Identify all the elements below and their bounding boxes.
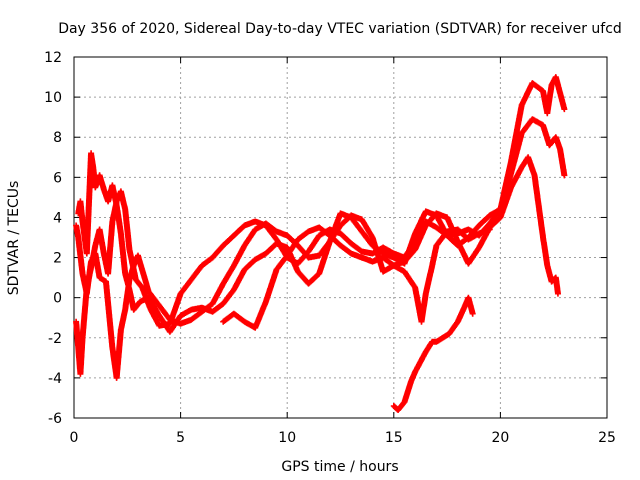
x-axis: 0 5 10 15 20 25 [70,57,616,446]
chart-title: Day 356 of 2020, Sidereal Day-to-day VTE… [58,21,622,37]
x-tick-label: 10 [278,430,296,446]
data-marks [73,74,568,413]
series-track-4 [220,224,493,331]
grid [74,57,607,418]
series-track-5 [390,294,476,413]
y-axis-title: SDTVAR / TECUs [6,181,22,296]
y-tick-label: 8 [53,130,62,146]
x-axis-title: GPS time / hours [281,459,398,475]
y-tick-label: 2 [53,251,62,267]
y-axis: -6 -4 -2 0 2 4 6 8 10 12 [44,50,607,427]
x-tick-label: 25 [598,430,616,446]
y-tick-label: 10 [44,90,62,106]
y-tick-label: 4 [53,210,62,226]
y-tick-label: -2 [48,331,62,347]
series-track-3 [73,154,561,381]
x-tick-label: 0 [70,430,79,446]
plus-markers [73,154,561,381]
y-tick-label: 0 [53,291,62,307]
y-tick-label: 6 [53,170,62,186]
y-tick-label: -6 [48,411,62,427]
y-tick-label: -4 [48,371,62,387]
x-tick-label: 15 [385,430,403,446]
x-tick-label: 5 [176,430,185,446]
plot-frame [73,56,608,419]
x-tick-label: 20 [491,430,509,446]
y-tick-label: 12 [44,50,62,66]
plus-markers [390,294,476,413]
plus-markers [220,224,493,331]
